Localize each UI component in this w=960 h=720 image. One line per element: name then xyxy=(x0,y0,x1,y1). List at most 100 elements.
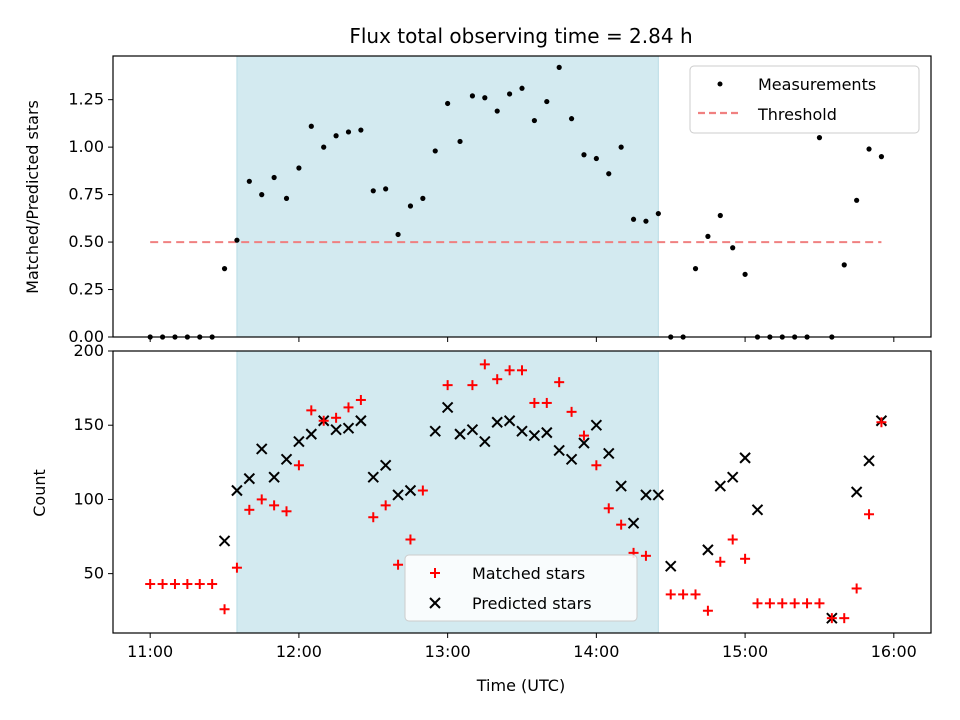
matched-point xyxy=(851,583,862,594)
predicted-point xyxy=(516,425,528,437)
matched-point xyxy=(467,380,478,391)
predicted-point xyxy=(379,459,392,471)
measurement-point xyxy=(395,231,401,238)
measurement-point xyxy=(482,95,488,101)
matched-point xyxy=(578,430,589,441)
matched-point xyxy=(876,417,887,428)
predicted-point xyxy=(503,415,516,427)
legend-measurements-label: Measurements xyxy=(758,75,876,94)
predicted-point xyxy=(615,480,627,492)
predicted-point xyxy=(454,428,466,440)
predicted-point xyxy=(342,422,355,434)
measurement-point xyxy=(705,233,711,239)
predicted-point xyxy=(367,471,379,483)
predicted-point xyxy=(218,535,231,547)
matched-point xyxy=(665,589,676,600)
measurement-point xyxy=(445,100,451,107)
legend-predicted-swatch xyxy=(429,597,441,609)
bottom-y-tick-label: 50 xyxy=(84,564,104,583)
legend-threshold-label: Threshold xyxy=(757,105,837,124)
bottom-ylabel: Count xyxy=(30,469,49,517)
legend-predicted-label: Predicted stars xyxy=(472,594,592,613)
measurement-point xyxy=(531,117,537,124)
matched-point xyxy=(554,377,565,388)
matched-point xyxy=(814,598,825,609)
matched-point xyxy=(231,562,242,573)
measurement-point xyxy=(717,212,723,219)
legend-matched-label: Matched stars xyxy=(472,564,585,583)
predicted-point xyxy=(293,435,305,448)
matched-point xyxy=(318,415,329,426)
measurement-point xyxy=(507,91,513,97)
matched-point xyxy=(678,589,689,600)
predicted-point xyxy=(280,453,293,466)
predicted-point xyxy=(863,455,875,467)
predicted-point xyxy=(565,453,578,466)
measurement-point xyxy=(271,174,277,181)
matched-point xyxy=(169,579,180,590)
measurement-point xyxy=(841,262,847,268)
matched-point xyxy=(715,556,726,567)
x-tick-label: 14:00 xyxy=(573,642,619,661)
predicted-point xyxy=(739,452,751,464)
predicted-point xyxy=(751,504,764,516)
top-y-tick-label: 1.25 xyxy=(68,90,104,109)
measurement-point xyxy=(606,171,612,177)
measurement-point xyxy=(742,271,748,277)
predicted-point xyxy=(429,425,441,437)
predicted-point xyxy=(305,428,318,440)
measurement-point xyxy=(333,133,339,139)
measurement-point xyxy=(643,218,649,224)
predicted-point xyxy=(330,423,342,436)
measurement-point xyxy=(581,152,587,158)
measurement-point xyxy=(457,138,463,145)
top-y-tick-label: 0.50 xyxy=(68,232,104,251)
matched-point xyxy=(306,405,317,416)
matched-point xyxy=(727,534,738,545)
matched-point xyxy=(256,494,267,505)
x-tick-label: 13:00 xyxy=(425,642,471,661)
predicted-point xyxy=(553,444,565,457)
measurement-point xyxy=(283,195,290,201)
matched-point xyxy=(826,613,837,624)
matched-point xyxy=(541,397,552,408)
top-legend-box xyxy=(689,65,920,134)
predicted-point xyxy=(578,437,590,449)
top-plot-frame xyxy=(112,55,932,338)
matched-point xyxy=(343,402,354,413)
measurement-point xyxy=(593,155,599,162)
bottom-plot-frame xyxy=(112,350,932,634)
predicted-point xyxy=(627,517,640,529)
measurement-point xyxy=(345,129,352,135)
predicted-point xyxy=(268,471,280,483)
predicted-point xyxy=(665,560,677,572)
predicted-point xyxy=(491,416,503,428)
measurement-point xyxy=(568,116,575,122)
measurement-point xyxy=(432,148,438,154)
bottom-legend-box xyxy=(404,554,638,622)
matched-point xyxy=(789,598,800,609)
measurement-point xyxy=(246,178,252,184)
bottom-legend: Matched stars Predicted stars xyxy=(404,554,638,622)
matched-point xyxy=(504,365,515,376)
predicted-point xyxy=(850,486,863,498)
matched-point xyxy=(244,504,255,515)
measurement-point xyxy=(469,93,476,99)
top-y-tick-label: 1.00 xyxy=(68,137,104,156)
matched-point xyxy=(380,500,391,511)
predicted-point xyxy=(441,401,454,414)
predicted-point xyxy=(702,544,714,556)
measurement-point xyxy=(407,203,414,209)
matched-point xyxy=(517,365,527,376)
measurement-point xyxy=(816,135,823,141)
matched-point xyxy=(194,579,205,590)
predicted-point xyxy=(355,415,367,427)
matched-point xyxy=(864,509,875,520)
bottom-y-tick-label: 150 xyxy=(73,415,104,434)
matched-point xyxy=(331,412,342,423)
legend-measurements-swatch xyxy=(717,81,723,87)
top-shaded-span xyxy=(236,55,659,338)
matched-point xyxy=(764,598,775,609)
predicted-point xyxy=(541,426,553,439)
top-y-tick-label: 0.00 xyxy=(68,327,104,346)
